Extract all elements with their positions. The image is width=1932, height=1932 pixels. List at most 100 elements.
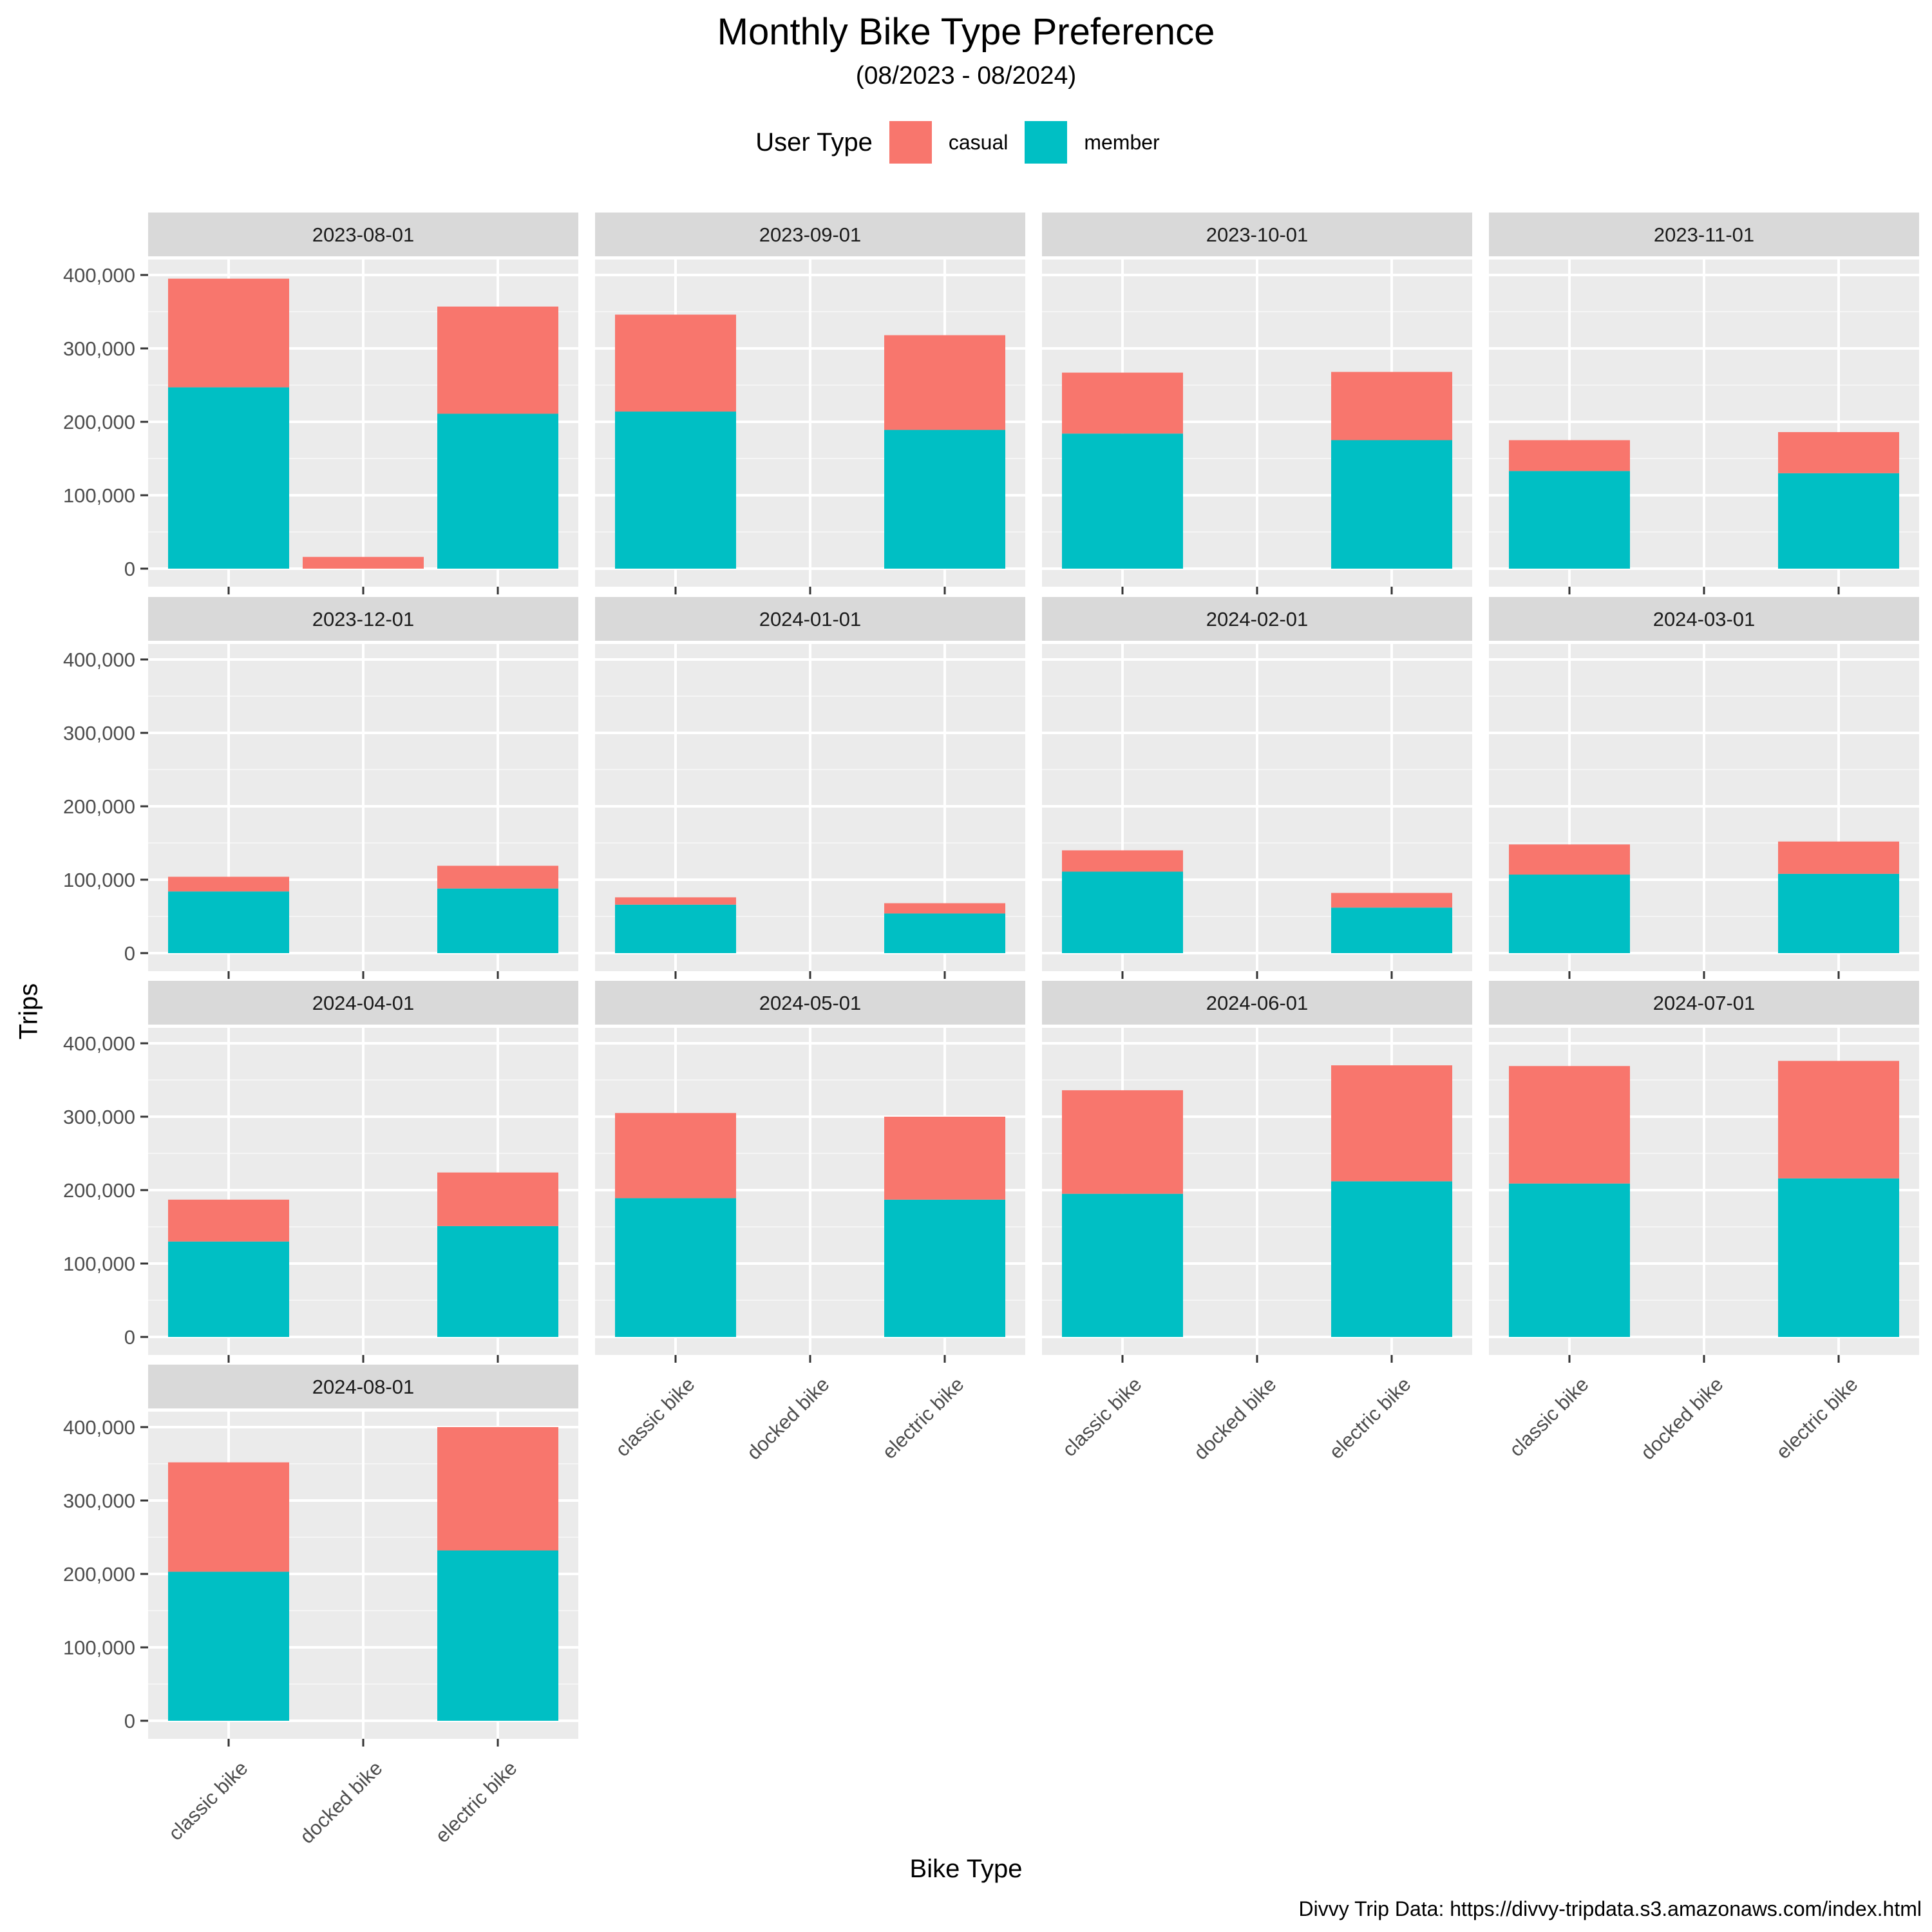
facet-strip [148, 1365, 578, 1408]
facet-panel-2023-12-01: 2023-12-01 0 100,000 200,000 300,000 400,000 [63, 597, 578, 979]
x-tick-label: docked bike [743, 1373, 834, 1464]
y-tick-label: 400,000 [63, 1032, 135, 1055]
legend-label-casual: casual [948, 130, 1009, 154]
y-tick-label: 200,000 [63, 1563, 135, 1586]
facet-panel-2024-02-01: 2024-02-01 [1042, 597, 1472, 979]
y-tick-label: 0 [124, 558, 135, 580]
facet-strip-label: 2023-11-01 [1654, 223, 1754, 246]
facet-strip [595, 213, 1025, 256]
bar-casual-electric-bike [437, 1172, 558, 1226]
legend-label-member: member [1084, 130, 1160, 154]
y-tick-label: 200,000 [63, 411, 135, 433]
x-tick-label: classic bike [1505, 1373, 1593, 1461]
bar-casual-classic-bike [168, 876, 289, 892]
bar-member-classic-bike [1509, 1183, 1630, 1337]
x-tick-label: classic bike [1058, 1373, 1146, 1461]
x-tick-label: electric bike [1772, 1373, 1862, 1463]
bar-member-electric-bike [1331, 907, 1452, 953]
y-tick-label: 400,000 [63, 264, 135, 287]
bar-casual-electric-bike [437, 1427, 558, 1551]
bar-member-electric-bike [884, 1199, 1005, 1337]
bar-member-electric-bike [1331, 440, 1452, 569]
facet-strip [595, 981, 1025, 1025]
y-tick-label: 200,000 [63, 795, 135, 818]
bar-casual-classic-bike [168, 1199, 289, 1242]
facet-strip [1489, 981, 1919, 1025]
bar-casual-electric-bike [884, 903, 1005, 914]
bar-casual-classic-bike [615, 314, 736, 412]
bar-casual-electric-bike [1331, 893, 1452, 908]
bar-casual-classic-bike [615, 897, 736, 905]
facet-panel-2024-06-01: 2024-06-01 classic bike docked bike electri… [1042, 981, 1472, 1464]
facet-panel-2024-03-01: 2024-03-01 [1489, 597, 1919, 979]
facet-strip [148, 981, 578, 1025]
facet-panel-2024-07-01: 2024-07-01 classic bike docked bike electri… [1489, 981, 1919, 1464]
bar-casual-classic-bike [1509, 440, 1630, 471]
bar-member-classic-bike [168, 387, 289, 569]
bar-casual-docked-bike [303, 556, 424, 569]
bar-member-classic-bike [1509, 875, 1630, 953]
facet-strip-label: 2024-03-01 [1653, 608, 1756, 630]
bar-member-electric-bike [884, 913, 1005, 953]
facet-panel-2023-09-01: 2023-09-01 [595, 213, 1025, 594]
bar-member-classic-bike [168, 891, 289, 953]
facet-strip [148, 213, 578, 256]
legend: User Type casual member [0, 121, 1932, 164]
bar-member-electric-bike [437, 413, 558, 569]
bar-member-classic-bike [615, 1198, 736, 1337]
caption: Divvy Trip Data: https://divvy-tripdata.… [1298, 1897, 1922, 1920]
facet-panel-2024-04-01: 2024-04-01 0 100,000 200,000 300,000 400,000 [63, 981, 578, 1363]
y-tick-label: 400,000 [63, 649, 135, 671]
bar-casual-electric-bike [1778, 1061, 1899, 1179]
facet-strip-label: 2024-02-01 [1206, 608, 1309, 630]
facet-strip [1489, 597, 1919, 641]
bar-casual-electric-bike [437, 866, 558, 889]
bar-member-classic-bike [168, 1571, 289, 1721]
y-tick-label: 0 [124, 1710, 135, 1732]
facet-panel-2024-01-01: 2024-01-01 [595, 597, 1025, 979]
bar-member-electric-bike [884, 430, 1005, 569]
y-tick-label: 300,000 [63, 722, 135, 744]
bar-member-electric-bike [437, 1226, 558, 1337]
bar-casual-electric-bike [884, 1117, 1005, 1200]
x-tick-label: classic bike [611, 1373, 699, 1461]
bar-casual-classic-bike [1062, 1090, 1183, 1194]
bar-member-electric-bike [437, 1550, 558, 1721]
y-axis-label: Trips [14, 983, 43, 1040]
y-tick-label: 400,000 [63, 1416, 135, 1439]
chart-title: Monthly Bike Type Preference [717, 11, 1215, 53]
x-tick-label: docked bike [1636, 1373, 1728, 1464]
y-tick-label: 0 [124, 1326, 135, 1349]
x-axis-label: Bike Type [909, 1855, 1023, 1883]
bar-member-classic-bike [1509, 471, 1630, 569]
bar-casual-electric-bike [1778, 841, 1899, 874]
bar-casual-classic-bike [615, 1113, 736, 1198]
bar-casual-classic-bike [168, 1462, 289, 1572]
y-tick-label: 300,000 [63, 1106, 135, 1128]
bar-casual-electric-bike [1331, 372, 1452, 440]
chart-subtitle: (08/2023 - 08/2024) [855, 62, 1077, 90]
y-tick-label: 200,000 [63, 1179, 135, 1202]
facet-strip-label: 2023-12-01 [312, 608, 415, 630]
facet-panel-2024-05-01: 2024-05-01 classic bike docked bike electri… [595, 981, 1025, 1464]
y-tick-label: 100,000 [63, 484, 135, 507]
y-tick-label: 100,000 [63, 1253, 135, 1275]
bar-casual-classic-bike [168, 278, 289, 388]
legend-swatch-member [1025, 121, 1068, 164]
bar-member-classic-bike [615, 904, 736, 953]
x-tick-label: electric bike [431, 1757, 521, 1847]
bar-casual-electric-bike [437, 307, 558, 414]
bar-member-electric-bike [1778, 1178, 1899, 1337]
x-tick-label: docked bike [296, 1757, 387, 1848]
facet-strip [1042, 213, 1472, 256]
bar-member-electric-bike [1778, 873, 1899, 953]
facet-strip [1042, 981, 1472, 1025]
facet-strip [595, 597, 1025, 641]
facet-strip-label: 2023-10-01 [1206, 223, 1309, 246]
y-tick-label: 300,000 [63, 1490, 135, 1512]
bar-casual-classic-bike [1062, 850, 1183, 872]
facet-strip-label: 2024-06-01 [1206, 992, 1309, 1014]
y-tick-label: 300,000 [63, 337, 135, 360]
y-tick-label: 100,000 [63, 1636, 135, 1659]
facet-strip-label: 2024-05-01 [759, 992, 862, 1014]
